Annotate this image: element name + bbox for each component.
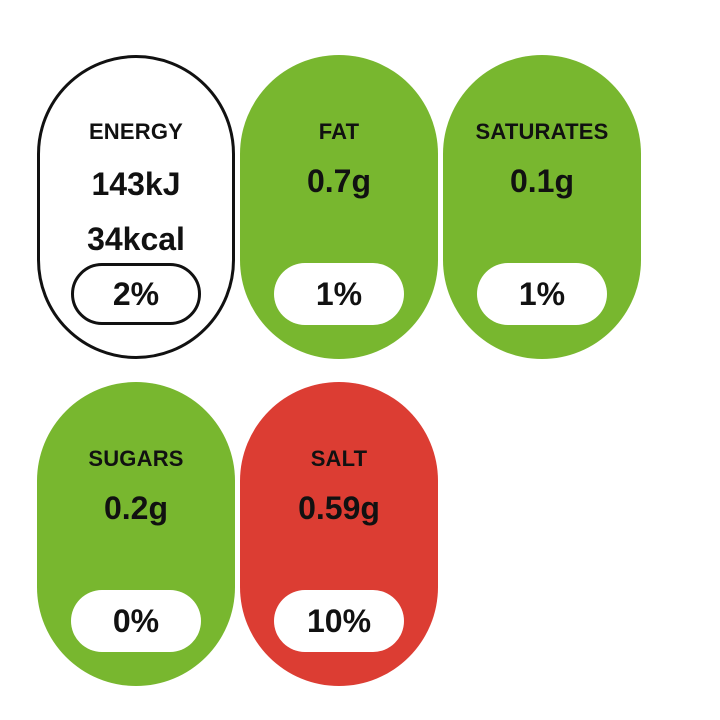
nutrient-amount: 0.2g xyxy=(103,490,169,526)
reference-intake-percent: 10% xyxy=(274,590,404,652)
nutrient-amount: 34kcal xyxy=(87,221,185,257)
nutrient-name: SALT xyxy=(310,446,368,471)
nutrient-name: SUGARS xyxy=(88,446,184,471)
nutrient-card: SUGARS 0.2g 0% xyxy=(37,382,235,686)
reference-intake-percent: 1% xyxy=(477,263,607,325)
nutrient-amount: 0.1g xyxy=(509,163,575,199)
nutrient-card: FAT 0.7g 1% xyxy=(240,55,438,359)
reference-intake-percent: 2% xyxy=(71,263,201,325)
nutrient-amount: 143kJ xyxy=(91,166,181,202)
reference-intake-percent: 1% xyxy=(274,263,404,325)
nutrient-amount: 0.59g xyxy=(298,490,380,526)
reference-intake-percent: 0% xyxy=(71,590,201,652)
nutrient-name: ENERGY xyxy=(88,119,184,144)
nutrient-card: ENERGY 143kJ 34kcal 2% xyxy=(37,55,235,359)
nutrient-name: SATURATES xyxy=(475,119,609,144)
nutrient-amount: 0.7g xyxy=(306,163,372,199)
nutrient-name: FAT xyxy=(318,119,360,144)
nutrient-card: SALT 0.59g 10% xyxy=(240,382,438,686)
nutrient-card: SATURATES 0.1g 1% xyxy=(443,55,641,359)
